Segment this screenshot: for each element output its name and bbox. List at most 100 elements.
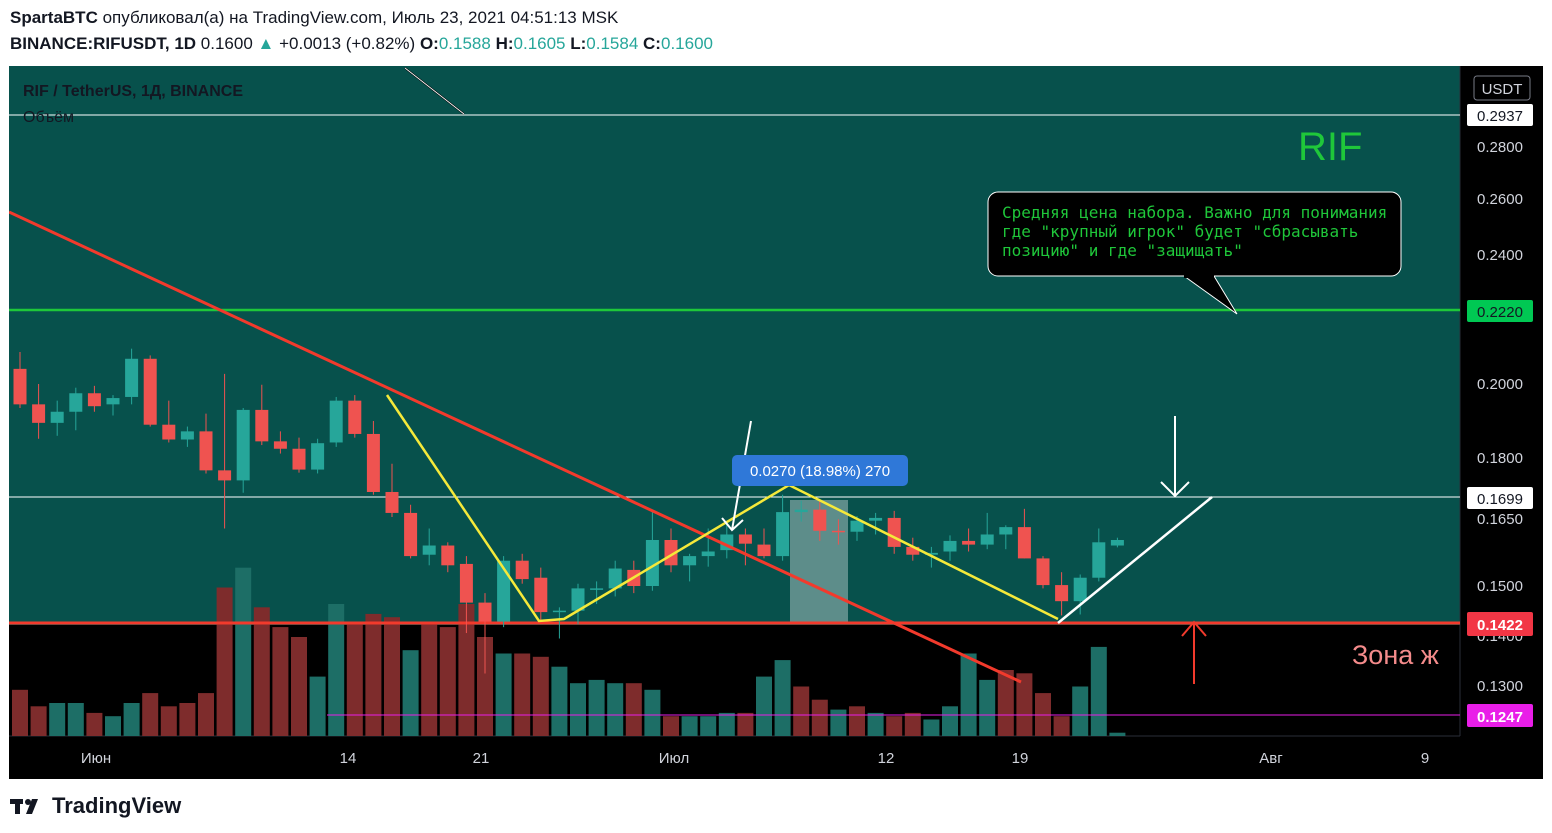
symbol-name: BINANCE:RIFUSDT, 1D bbox=[10, 34, 197, 53]
volume-bar bbox=[867, 712, 884, 736]
candle bbox=[236, 408, 250, 493]
volume-bar bbox=[849, 706, 865, 736]
chart-upper-zone bbox=[9, 66, 1460, 625]
candle bbox=[1110, 537, 1124, 548]
candle bbox=[645, 510, 659, 591]
volume-bar bbox=[514, 653, 531, 736]
low-label: L: bbox=[570, 34, 587, 53]
symbol-info: BINANCE:RIFUSDT, 1D 0.1600 ▲ +0.0013 (+0… bbox=[10, 34, 713, 54]
x-tick-label: 9 bbox=[1421, 750, 1429, 767]
author-name: SpartaBTC bbox=[10, 8, 98, 27]
candle bbox=[218, 373, 232, 529]
time-axis[interactable]: Июн 14 21 Июл 12 19 Авг 9 bbox=[81, 750, 1429, 767]
candle bbox=[571, 583, 585, 625]
candle bbox=[701, 528, 715, 567]
price-chart[interactable]: RIF RIF / TetherUS, 1Д, BINANCE Объём Зо… bbox=[9, 66, 1543, 779]
unit-badge bbox=[1473, 75, 1531, 101]
volume-bar bbox=[830, 709, 847, 736]
candle bbox=[1092, 528, 1106, 582]
candle bbox=[831, 519, 845, 545]
measure-badge[interactable]: 0.0270 (18.98%) 270 bbox=[732, 455, 908, 486]
volume-bar bbox=[551, 666, 568, 736]
candle bbox=[13, 352, 27, 409]
price-label-3: 0.1422 bbox=[1467, 612, 1533, 636]
candle bbox=[125, 348, 139, 405]
volume-bar bbox=[532, 656, 549, 736]
price-axis[interactable]: USDT 0.2800 0.2600 0.2400 0.2000 0.1800 0.165… bbox=[1467, 75, 1533, 727]
candle bbox=[385, 463, 399, 517]
volume-bar bbox=[235, 567, 252, 736]
x-tick-label: 12 bbox=[878, 750, 895, 767]
volume-bar bbox=[421, 623, 438, 736]
arrowhead-icon bbox=[1181, 620, 1207, 637]
volume-bar bbox=[997, 670, 1014, 736]
projection-line[interactable] bbox=[1057, 496, 1213, 624]
candle bbox=[552, 607, 566, 639]
volume-bar bbox=[198, 693, 214, 736]
candle bbox=[850, 516, 864, 541]
candle bbox=[738, 528, 752, 566]
volume-bar bbox=[681, 716, 698, 736]
candle bbox=[794, 500, 808, 522]
candle bbox=[180, 426, 194, 447]
pair-label: RIF / TetherUS, 1Д, BINANCE bbox=[23, 83, 243, 100]
volume-bar bbox=[811, 699, 828, 736]
volume-bar bbox=[309, 676, 326, 736]
volume-bar bbox=[291, 637, 307, 736]
volume-bar bbox=[365, 613, 382, 736]
candle bbox=[441, 542, 455, 573]
callout-note[interactable]: Средняя цена набора. Важно для понимания… bbox=[987, 191, 1402, 315]
x-tick-label: Авг bbox=[1259, 750, 1283, 767]
y-tick-label: 0.2800 bbox=[1477, 139, 1523, 156]
yellow-pattern[interactable] bbox=[385, 394, 1059, 623]
volume-bar bbox=[179, 703, 196, 736]
volume-bar bbox=[253, 607, 270, 736]
volume-bar bbox=[495, 653, 512, 736]
svg-text:0.2220: 0.2220 bbox=[1477, 304, 1523, 321]
volume-bar bbox=[402, 650, 419, 736]
candle bbox=[515, 553, 529, 584]
callout-text: Средняя цена набора. Важно для понимания… bbox=[1002, 203, 1388, 260]
change-up-icon: ▲ bbox=[257, 34, 275, 53]
candle bbox=[906, 537, 920, 561]
candle bbox=[366, 421, 380, 495]
volume-bar bbox=[886, 716, 903, 736]
tradingview-logo-icon bbox=[10, 799, 38, 814]
candle bbox=[255, 384, 269, 446]
candle bbox=[422, 528, 436, 566]
volume-bar bbox=[942, 706, 958, 736]
volume-bar bbox=[570, 683, 586, 736]
candle bbox=[106, 395, 120, 416]
candle bbox=[980, 512, 994, 550]
volume-bar bbox=[793, 686, 810, 736]
candle bbox=[1036, 556, 1050, 589]
downtrend-line[interactable] bbox=[9, 210, 1022, 684]
price-label-2: 0.1699 bbox=[1467, 487, 1533, 509]
volume-bar bbox=[756, 676, 772, 736]
candle bbox=[813, 501, 827, 541]
candle bbox=[478, 593, 492, 674]
volume-label: Объём bbox=[23, 109, 74, 126]
y-tick-label: 0.2600 bbox=[1477, 191, 1523, 208]
volume-bar bbox=[960, 653, 977, 736]
volume-bar bbox=[904, 712, 921, 736]
candle bbox=[348, 395, 362, 438]
volume-bar bbox=[1053, 716, 1070, 736]
volume-bar bbox=[607, 683, 624, 736]
tradingview-brand: TradingView bbox=[52, 793, 182, 818]
volume-bar bbox=[774, 660, 791, 736]
volume-bar bbox=[439, 627, 456, 736]
open-label: O: bbox=[419, 34, 439, 53]
close-label: C: bbox=[643, 34, 661, 53]
low-value: 0.1584 bbox=[586, 34, 639, 53]
volume-bar bbox=[1072, 686, 1089, 736]
candle bbox=[534, 567, 548, 622]
tradingview-logo: TradingView bbox=[10, 793, 181, 819]
unit-label: USDT bbox=[1482, 81, 1523, 98]
volume-bar bbox=[86, 712, 103, 736]
volume-bar bbox=[644, 689, 661, 736]
volume-bar bbox=[588, 679, 605, 736]
candle bbox=[199, 413, 213, 474]
candle bbox=[273, 431, 287, 454]
volume-bar bbox=[67, 703, 84, 736]
